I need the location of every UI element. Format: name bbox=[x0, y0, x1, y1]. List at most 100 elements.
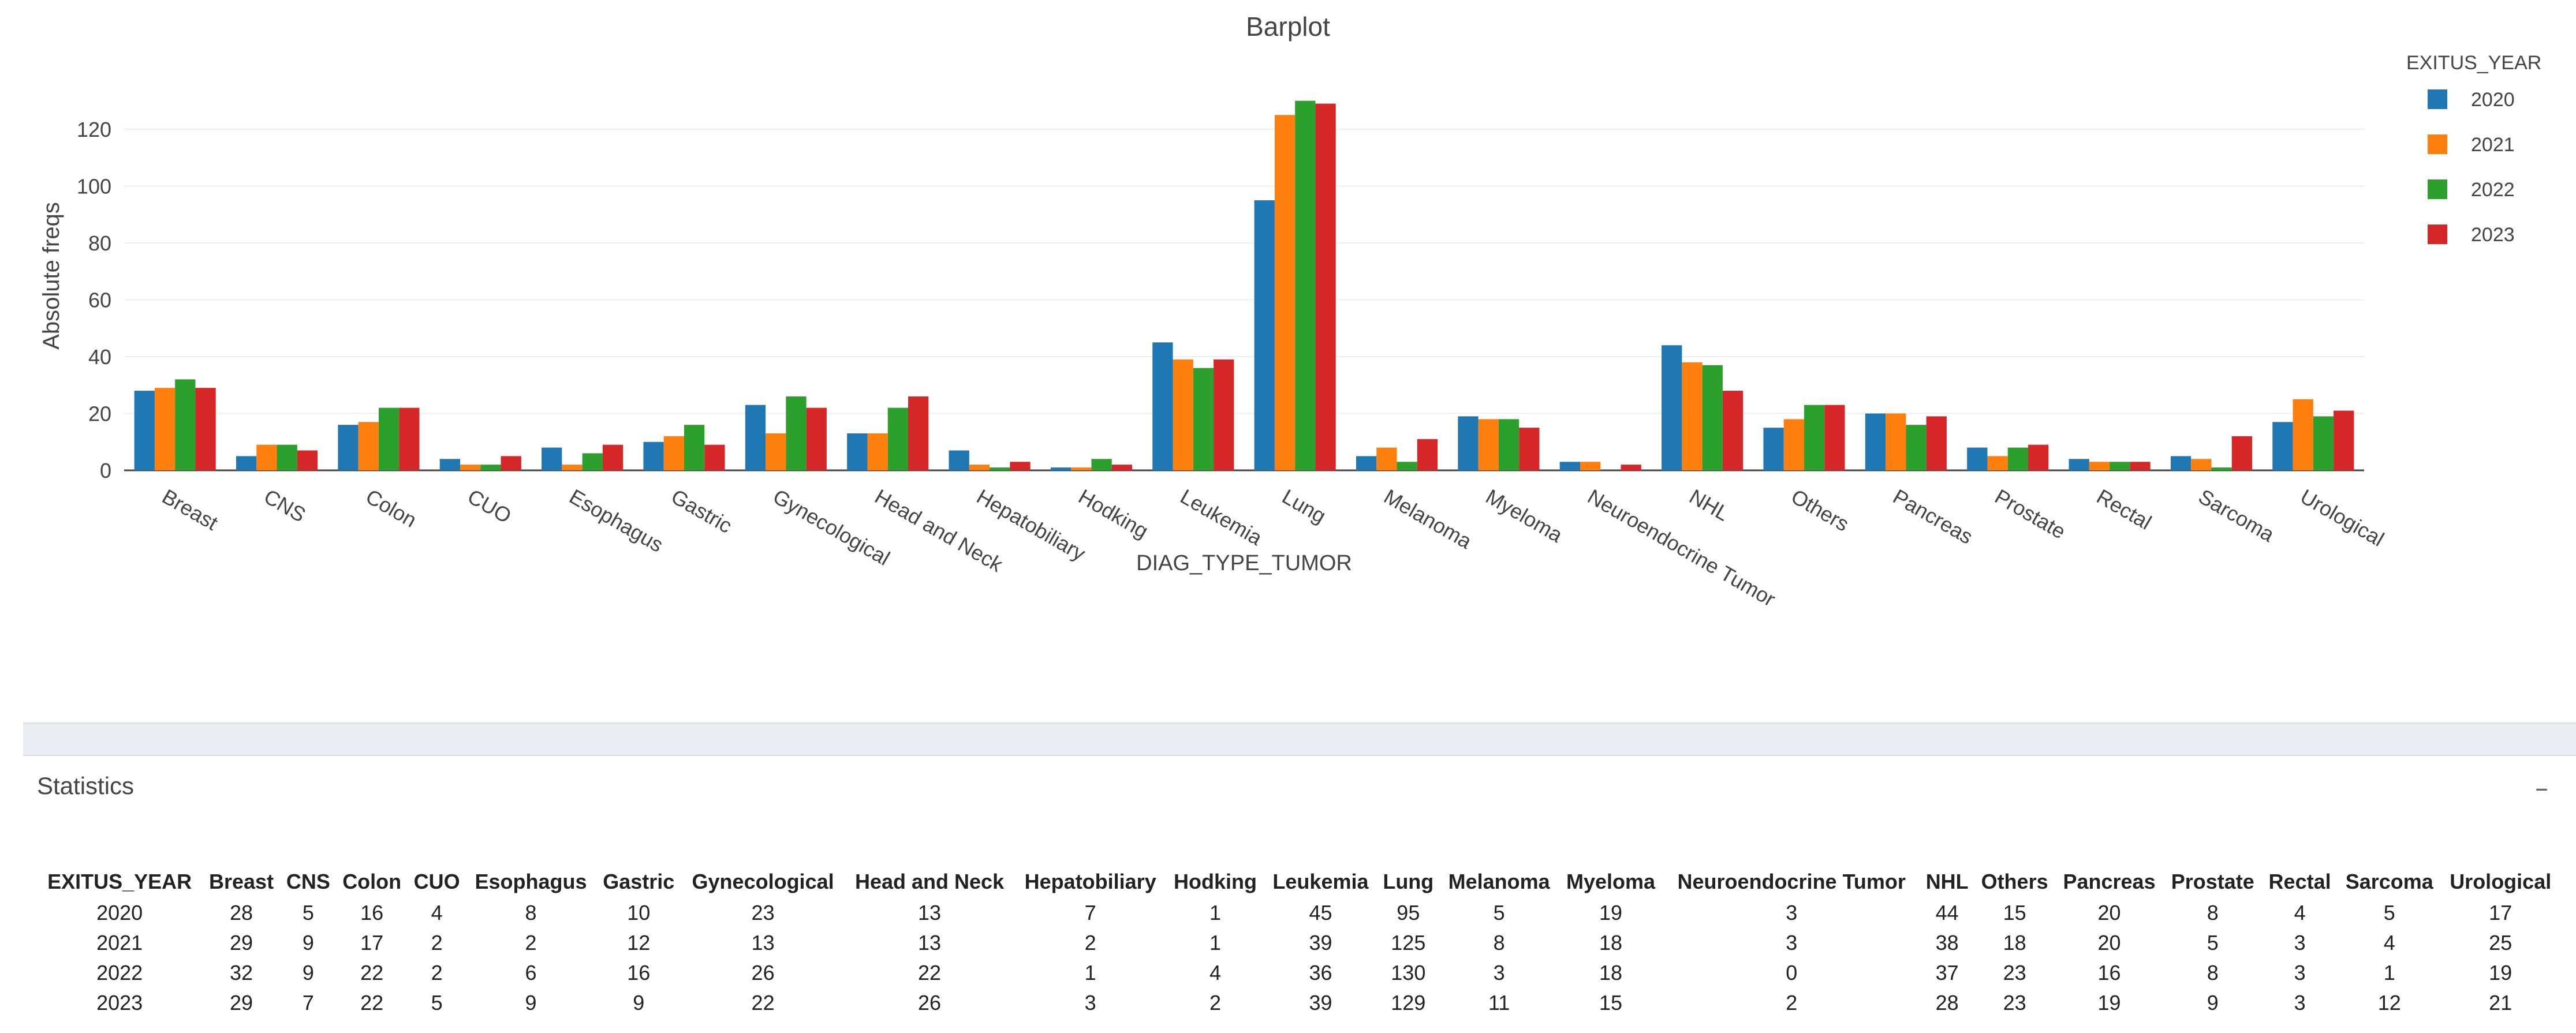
bar-2021 bbox=[2293, 399, 2313, 470]
bar-2020 bbox=[1356, 456, 1377, 470]
table-cell: 0 bbox=[1786, 961, 1798, 985]
bar-2022 bbox=[1906, 425, 1927, 470]
bar-2023 bbox=[501, 456, 521, 470]
table-cell: 4 bbox=[2383, 931, 2395, 955]
table-cell: 3 bbox=[1786, 931, 1798, 955]
bar-2020 bbox=[1152, 342, 1173, 470]
legend-swatch bbox=[2428, 134, 2447, 154]
bar-2022 bbox=[1397, 462, 1417, 470]
table-cell: 9 bbox=[302, 961, 314, 985]
bar-2021 bbox=[663, 436, 684, 470]
bar-2023 bbox=[2231, 436, 2252, 470]
bar-2020 bbox=[134, 391, 155, 470]
bar-2020 bbox=[439, 459, 460, 470]
table-cell: 9 bbox=[302, 931, 314, 955]
y-axis-title: Absolute freqs bbox=[39, 202, 64, 350]
table-header-cell: Lung bbox=[1383, 870, 1434, 893]
bar-2021 bbox=[1376, 447, 1397, 470]
table-cell: 28 bbox=[230, 901, 253, 925]
bar-2022 bbox=[990, 467, 1010, 470]
panel-divider bbox=[23, 723, 2576, 756]
bar-2020 bbox=[1967, 447, 1988, 470]
table-header-cell: Others bbox=[1981, 870, 2048, 893]
x-tick-label: Urological bbox=[2297, 484, 2388, 551]
table-header-cell: Neuroendocrine Tumor bbox=[1677, 870, 1906, 893]
table-cell: 2 bbox=[1209, 991, 1222, 1015]
bar-2021 bbox=[1173, 359, 1193, 470]
bar-2023 bbox=[806, 407, 827, 470]
bar-2022 bbox=[480, 465, 501, 470]
x-tick-label: Breast bbox=[158, 484, 222, 535]
x-tick-label: CUO bbox=[464, 484, 516, 528]
bar-2020 bbox=[1458, 416, 1479, 470]
bar-2020 bbox=[2272, 422, 2293, 470]
x-tick-label: Neuroendocrine Tumor bbox=[1584, 484, 1779, 611]
table-cell: 22 bbox=[360, 991, 384, 1015]
table-cell: 5 bbox=[2207, 931, 2219, 955]
bar-2021 bbox=[1783, 419, 1804, 470]
x-tick-label: Lung bbox=[1278, 484, 1330, 528]
table-cell: 2 bbox=[1084, 931, 1096, 955]
bar-2021 bbox=[1478, 419, 1499, 470]
bar-2020 bbox=[1763, 428, 1784, 470]
table-header-cell: CNS bbox=[286, 870, 330, 893]
table-cell: 20 bbox=[2097, 931, 2121, 955]
table-row: 2023 29 7 22 5 9 9 22 26 3 2 39 129 11 15 2 28 23 19 9 3 12 21 bbox=[37, 988, 2560, 1018]
bar-2022 bbox=[1091, 459, 1112, 470]
statistics-table: EXITUS_YEAR Breast CNS Colon CUO Esophagus Gas… bbox=[37, 866, 2560, 1018]
table-cell: 3 bbox=[1493, 961, 1505, 985]
barplot-chart: 0 20 40 60 80 100 120 Breast CNS Colon CUO Esophagu… bbox=[39, 12, 2541, 611]
x-tick-label: Melanoma bbox=[1380, 484, 1476, 553]
x-tick-label: Sarcoma bbox=[2194, 484, 2279, 547]
table-cell: 16 bbox=[360, 901, 384, 925]
bar-2022 bbox=[684, 425, 705, 470]
bar-2021 bbox=[867, 433, 888, 470]
bar-2020 bbox=[542, 447, 562, 470]
legend-label: 2021 bbox=[2471, 134, 2515, 156]
bar-2020 bbox=[236, 456, 257, 470]
table-cell: 26 bbox=[918, 991, 942, 1015]
bar-2022 bbox=[786, 396, 807, 470]
x-tick-label: Others bbox=[1787, 484, 1853, 536]
bar-2023 bbox=[602, 444, 624, 470]
bar-2022 bbox=[2007, 447, 2028, 470]
bar-2021 bbox=[562, 465, 583, 470]
table-header-cell: Myeloma bbox=[1566, 870, 1656, 893]
table-cell: 5 bbox=[1493, 901, 1505, 925]
table-header-cell: Hodking bbox=[1174, 870, 1257, 893]
x-tick-label: Pancreas bbox=[1889, 484, 1977, 549]
bar-2022 bbox=[2110, 462, 2130, 470]
table-header-cell: Gynecological bbox=[692, 870, 834, 893]
collapse-icon[interactable]: – bbox=[2535, 772, 2548, 803]
table-header-cell: Urological bbox=[2450, 870, 2552, 893]
x-axis-title: DIAG_TYPE_TUMOR bbox=[1136, 551, 1352, 575]
table-header-cell: EXITUS_YEAR bbox=[47, 870, 192, 893]
x-tick-label: Esophagus bbox=[565, 484, 667, 557]
table-cell: 21 bbox=[2489, 991, 2512, 1015]
statistics-panel: Statistics – EXITUS_YEAR Breast CNS Colon CU… bbox=[23, 756, 2576, 1033]
legend-swatch bbox=[2428, 224, 2447, 244]
bar-2020 bbox=[643, 441, 664, 470]
bar-2022 bbox=[2313, 416, 2334, 470]
bar-2023 bbox=[1010, 462, 1031, 470]
table-cell: 13 bbox=[751, 931, 775, 955]
bar-2021 bbox=[2191, 459, 2212, 470]
table-cell: 38 bbox=[1935, 931, 1959, 955]
table-cell: 3 bbox=[2294, 931, 2306, 955]
x-tick-label: Hodking bbox=[1074, 484, 1152, 543]
bar-2023 bbox=[908, 396, 929, 470]
table-cell: 4 bbox=[1209, 961, 1222, 985]
table-cell: 5 bbox=[2383, 901, 2395, 925]
table-cell: 23 bbox=[751, 901, 775, 925]
table-cell: 44 bbox=[1935, 901, 1959, 925]
bar-2021 bbox=[1274, 115, 1296, 470]
bar-2023 bbox=[1417, 439, 1438, 470]
table-header-cell: Leukemia bbox=[1272, 870, 1369, 893]
table-cell: 7 bbox=[1084, 901, 1096, 925]
table-cell: 18 bbox=[1599, 931, 1623, 955]
y-tick-label: 40 bbox=[88, 345, 111, 369]
x-tick-label: Leukemia bbox=[1177, 484, 1267, 550]
legend-title: EXITUS_YEAR bbox=[2406, 52, 2541, 74]
table-header-cell: Rectal bbox=[2268, 870, 2331, 893]
x-tick-label: NHL bbox=[1685, 484, 1733, 526]
